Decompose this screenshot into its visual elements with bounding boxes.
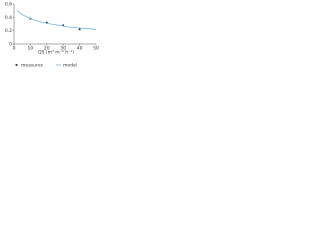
legend-swatch [15, 64, 18, 66]
y-tick-label: 0 [9, 42, 12, 48]
measure-point [45, 21, 48, 24]
x-tick-label: 50 [93, 46, 99, 52]
x-tick-label: 40 [77, 46, 83, 52]
x-tick-label: 20 [44, 46, 50, 52]
x-tick-label: 0 [13, 46, 16, 52]
y-tick-label: 0.6 [5, 2, 12, 8]
x-tick-label: 10 [28, 46, 34, 52]
x-tick-label: 30 [60, 46, 66, 52]
legend-label: model [63, 63, 77, 69]
model-line [17, 10, 97, 30]
y-tick-label: 0.2 [5, 28, 12, 34]
y-tick-label: 0.4 [5, 15, 12, 21]
page: {"chart_data": {"type": "scatter", "x_la… [0, 0, 100, 72]
measure-point [62, 24, 65, 27]
measure-point [78, 28, 81, 31]
chart: QS (m³ m⁻² h⁻¹) 0 0.2 0.4 0.6 0 10 20 30 40 50 mea… [5, 2, 99, 69]
x-axis-label: QS (m³ m⁻² h⁻¹) [38, 50, 74, 56]
legend-label: measures [21, 63, 44, 69]
